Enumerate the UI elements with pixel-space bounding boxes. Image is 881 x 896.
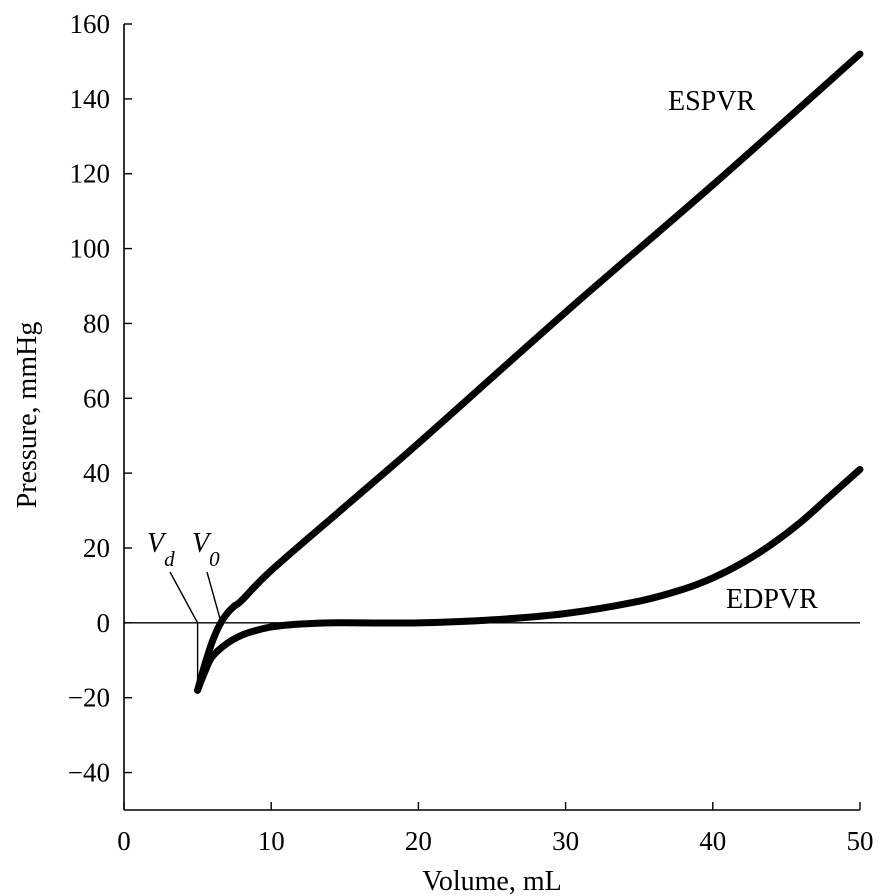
x-tick-label: 10 [258, 826, 285, 856]
x-axis-ticks: 0 10 20 30 40 50 [117, 802, 874, 856]
y-tick-label: −20 [68, 683, 110, 713]
vd-leader-line [169, 571, 199, 624]
x-tick-label: 40 [699, 826, 726, 856]
y-axis-title: Pressure, mmHg [12, 322, 43, 509]
y-tick-label: 80 [83, 308, 110, 338]
y-tick-label: 100 [70, 234, 111, 264]
v0-label-main: V [192, 528, 212, 559]
y-tick-label: 0 [97, 608, 111, 638]
y-tick-label: 120 [70, 159, 111, 189]
series-line-edpvr [194, 465, 864, 694]
y-tick-label: 60 [83, 383, 110, 413]
v0-leader-line [206, 571, 222, 624]
y-tick-label: 40 [83, 458, 110, 488]
v0-label-sub: 0 [209, 547, 220, 571]
y-tick-label: −40 [68, 758, 110, 788]
x-tick-label: 20 [405, 826, 432, 856]
series-line-espvr [194, 50, 864, 694]
v0-label: V0 [192, 528, 220, 571]
x-tick-label: 0 [117, 826, 131, 856]
series-label-espvr: ESPVR [668, 86, 755, 117]
y-tick-label: 160 [70, 9, 111, 39]
series-label-edpvr: EDPVR [726, 584, 818, 615]
x-tick-label: 50 [847, 826, 874, 856]
series-lines [194, 50, 864, 694]
vd-label-main: V [147, 528, 167, 559]
y-tick-label: 20 [83, 533, 110, 563]
vd-label-sub: d [164, 547, 175, 571]
y-axis-ticks: −40 −20 0 20 40 60 80 100 120 140 160 [68, 9, 132, 788]
y-tick-label: 140 [70, 84, 111, 114]
x-axis-title: Volume, mL [422, 866, 561, 896]
vd-label: Vd [147, 528, 175, 571]
x-tick-label: 30 [552, 826, 579, 856]
